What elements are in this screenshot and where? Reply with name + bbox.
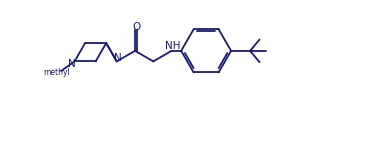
Text: O: O <box>132 22 140 32</box>
Text: N: N <box>68 59 75 69</box>
Text: NH: NH <box>164 41 180 51</box>
Text: methyl: methyl <box>43 68 70 77</box>
Text: N: N <box>114 53 122 63</box>
